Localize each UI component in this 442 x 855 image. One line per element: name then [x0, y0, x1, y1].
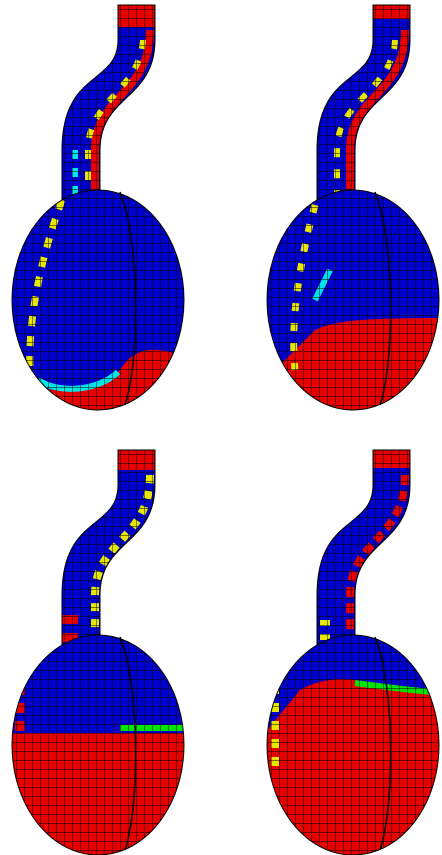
- bulb-mesh: [267, 190, 439, 410]
- bulb-mesh: [267, 635, 439, 855]
- page: {} html, body { margin: 0; padding: 0; b…: [0, 0, 442, 855]
- panel-4: [255, 450, 442, 855]
- panel-1: [0, 5, 190, 420]
- page-body: [0, 0, 442, 855]
- panel-3: [0, 450, 200, 855]
- bulb-mesh: [12, 190, 184, 410]
- figure: [0, 0, 442, 855]
- panel-2: [255, 5, 442, 420]
- bulb-mesh: [12, 635, 184, 855]
- pipe-mesh: [317, 450, 410, 650]
- pipe-mesh: [62, 5, 155, 205]
- pipe-mesh: [317, 5, 410, 205]
- pipe-mesh: [62, 450, 155, 650]
